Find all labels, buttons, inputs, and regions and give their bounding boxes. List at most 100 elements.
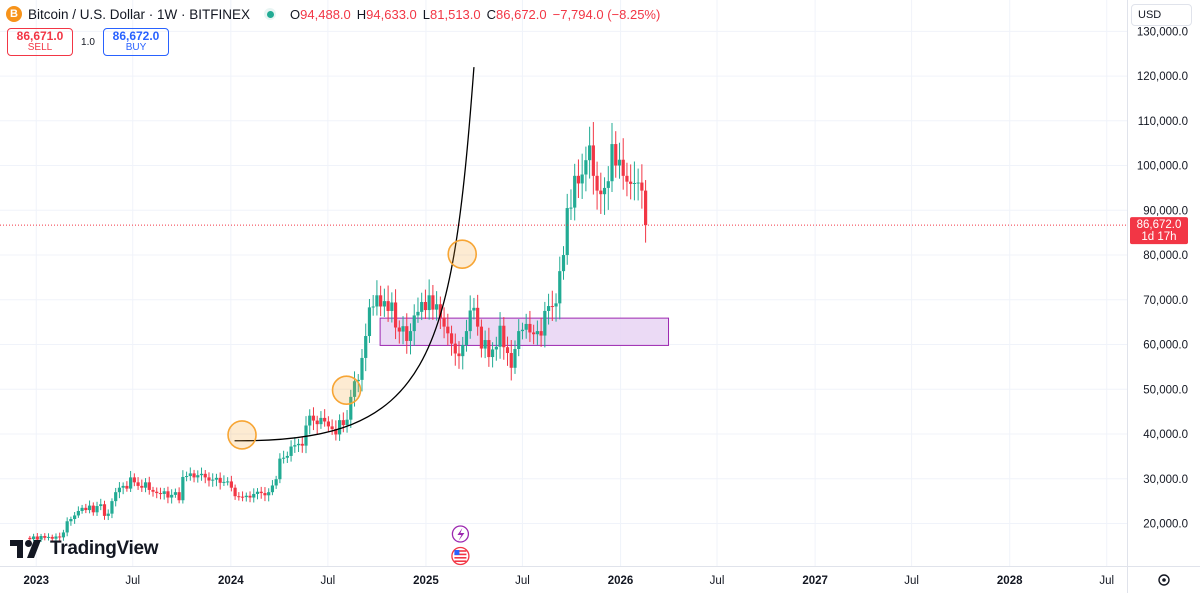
candle [397,320,401,344]
candle-body [476,307,480,327]
candle [461,336,465,370]
candle-body [382,301,386,307]
open-label: O [290,6,301,22]
candle [282,450,286,464]
market-status-icon[interactable] [264,8,277,20]
candle-body [405,326,409,341]
currency-selector[interactable]: USD [1131,4,1192,26]
candle-body [543,310,547,336]
symbol-title[interactable]: Bitcoin / U.S. Dollar · 1W · BITFINEX [28,6,251,22]
trade-panel: 86,671.0 SELL 1.0 86,672.0 BUY [7,28,169,56]
sell-label: SELL [27,42,53,54]
candle [524,313,528,339]
settings-icon[interactable] [1158,574,1170,586]
candle [468,295,472,339]
candle-body [520,329,525,332]
price-tick-label: 50,000.0 [1143,384,1188,396]
candle [498,312,502,359]
candle-body [125,485,129,489]
price-tick-label: 30,000.0 [1143,474,1188,486]
candle [192,469,196,483]
candle-body [468,310,472,332]
demand-zone-rect [379,317,670,346]
candle-body [278,458,282,480]
candle [293,437,297,453]
price-tick-label: 40,000.0 [1143,429,1188,441]
candle-body [580,174,584,184]
candle-body [494,346,498,350]
candle [106,509,110,521]
candle-body [449,333,454,344]
candle [554,293,558,322]
candle-body [226,481,230,483]
candle-body [73,515,77,520]
candle [509,340,513,381]
us-flag-event-icon[interactable] [451,546,470,566]
candle [222,475,226,487]
sell-price: 86,671.0 [16,29,64,44]
candle-body [576,175,581,184]
candle [80,504,84,514]
candle [31,533,36,542]
change-value: −7,794.0 (−8.25%) [552,6,661,22]
candle [382,288,386,317]
candle [147,476,151,495]
demand-zone-layer [379,317,670,346]
candle [580,153,584,199]
candle [546,293,551,325]
candle [614,131,618,178]
candle [158,487,163,500]
candle-body [360,357,364,380]
candle-body [371,306,375,308]
candle-body [65,521,69,533]
candle [151,486,155,497]
candle [625,162,629,197]
candle [73,512,77,524]
candle-body [35,536,39,540]
candle-body [401,326,405,332]
candle-body [248,495,252,498]
candle-body [76,510,80,516]
candle [427,279,431,320]
price-tick-label: 60,000.0 [1143,340,1188,352]
candle [479,319,484,358]
candle-body [442,317,446,327]
candle [323,409,327,427]
candle [494,336,498,361]
candle [591,122,595,195]
candle-body [218,477,222,483]
candle-body [181,476,185,501]
candle [379,285,383,317]
us-flag-canton [454,550,460,555]
tradingview-logo[interactable]: TradingView [10,538,159,560]
price-tick-label: 90,000.0 [1143,205,1188,217]
candle [54,533,58,542]
sell-button[interactable]: 86,671.0 SELL [7,28,73,56]
candle [102,500,107,520]
quantity-value[interactable]: 1.0 [81,36,95,48]
candle [483,330,487,359]
candle [114,487,118,507]
candle [233,484,237,500]
candle-body [334,429,338,435]
candle [304,416,308,454]
candle-body [166,491,170,498]
buy-button[interactable]: 86,672.0 BUY [103,28,169,56]
candle [162,487,166,500]
candle [435,291,439,321]
candle-body [129,477,133,489]
candle-body [222,481,226,483]
candle [143,478,148,493]
candle-body [487,340,491,358]
candle [50,534,54,542]
candle-body [199,473,204,476]
candle [643,180,648,243]
event-flash-icon[interactable] [451,525,470,543]
candle [278,453,282,484]
candle-body [356,379,360,382]
candle [520,322,525,340]
buy-price: 86,672.0 [112,29,160,44]
annotation-layer [227,67,478,566]
candle-body [95,506,99,513]
